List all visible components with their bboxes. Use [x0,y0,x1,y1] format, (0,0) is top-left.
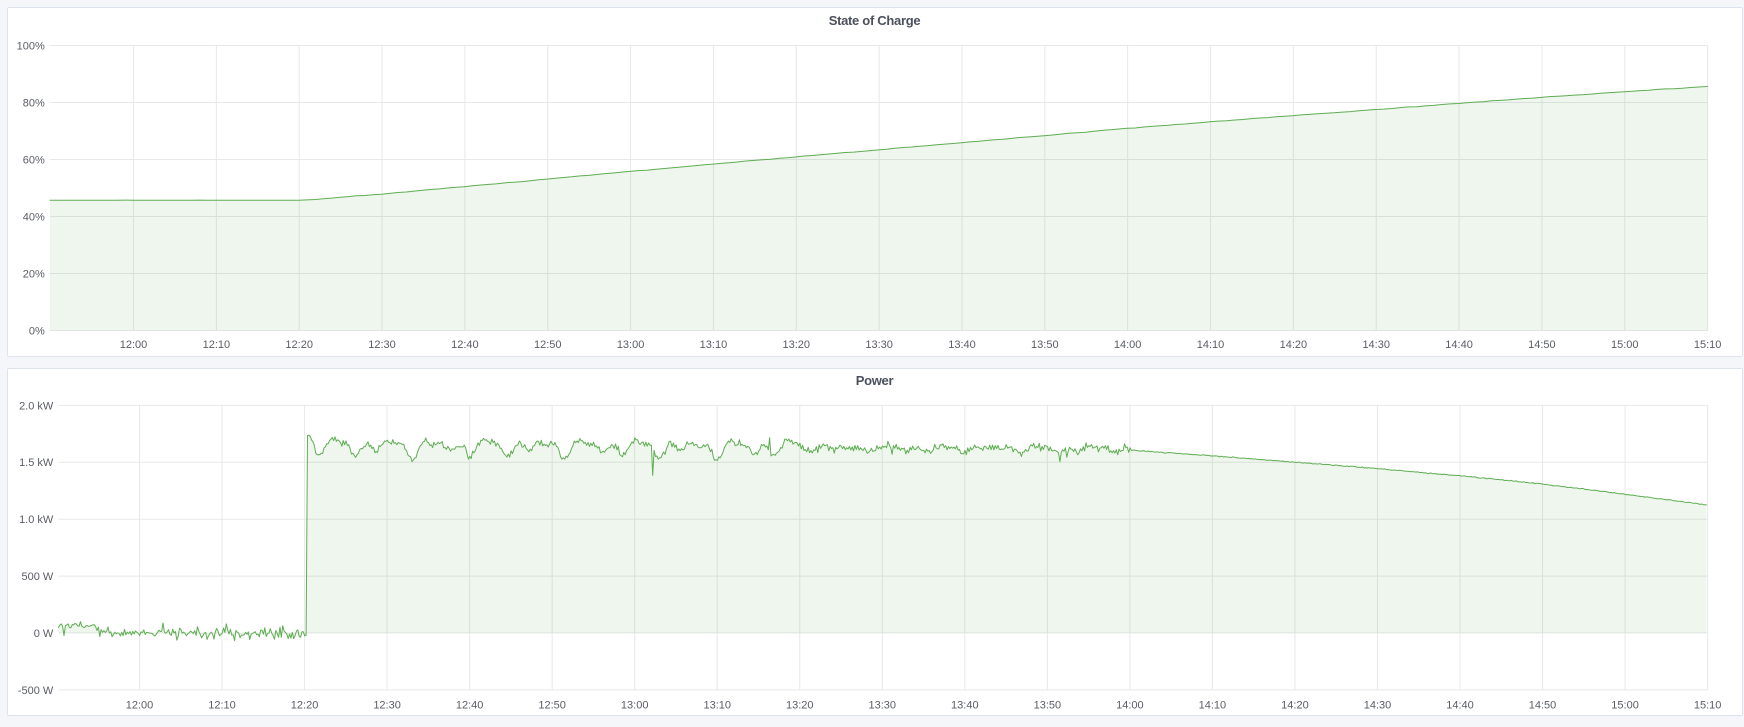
svg-text:13:50: 13:50 [1031,339,1059,351]
svg-text:-500 W: -500 W [18,685,54,697]
svg-text:15:10: 15:10 [1694,339,1722,351]
svg-text:14:50: 14:50 [1529,699,1557,711]
svg-text:13:10: 13:10 [700,339,728,351]
svg-text:12:40: 12:40 [456,699,484,711]
svg-text:13:20: 13:20 [786,699,814,711]
svg-text:14:20: 14:20 [1281,699,1309,711]
svg-text:15:10: 15:10 [1694,699,1722,711]
svg-text:13:00: 13:00 [621,699,649,711]
svg-text:20%: 20% [23,268,45,280]
svg-text:12:50: 12:50 [538,699,566,711]
svg-text:80%: 80% [23,97,45,109]
svg-text:1.5 kW: 1.5 kW [19,457,54,469]
svg-text:12:00: 12:00 [126,699,154,711]
svg-text:14:00: 14:00 [1114,339,1142,351]
svg-text:14:40: 14:40 [1445,339,1473,351]
svg-text:14:10: 14:10 [1197,339,1225,351]
svg-text:12:40: 12:40 [451,339,479,351]
svg-text:60%: 60% [23,154,45,166]
svg-text:15:00: 15:00 [1611,339,1639,351]
svg-text:13:10: 13:10 [703,699,731,711]
svg-text:13:30: 13:30 [869,699,897,711]
svg-text:1.0 kW: 1.0 kW [19,514,54,526]
svg-text:13:30: 13:30 [865,339,893,351]
svg-text:12:50: 12:50 [534,339,562,351]
svg-text:100%: 100% [17,40,45,52]
svg-text:13:00: 13:00 [617,339,645,351]
svg-text:12:20: 12:20 [285,339,313,351]
svg-text:12:10: 12:10 [208,699,236,711]
svg-text:14:40: 14:40 [1446,699,1474,711]
svg-text:14:20: 14:20 [1280,339,1308,351]
svg-text:14:30: 14:30 [1362,339,1390,351]
svg-text:14:30: 14:30 [1364,699,1392,711]
svg-text:12:30: 12:30 [368,339,396,351]
svg-text:12:20: 12:20 [291,699,319,711]
svg-text:13:50: 13:50 [1034,699,1062,711]
svg-text:14:10: 14:10 [1199,699,1227,711]
svg-text:0 W: 0 W [34,628,54,640]
svg-text:12:30: 12:30 [373,699,401,711]
svg-text:14:00: 14:00 [1116,699,1144,711]
svg-text:2.0 kW: 2.0 kW [19,400,54,412]
svg-text:500 W: 500 W [22,571,54,583]
svg-text:13:40: 13:40 [948,339,976,351]
svg-text:14:50: 14:50 [1528,339,1556,351]
svg-text:13:20: 13:20 [783,339,811,351]
svg-text:12:00: 12:00 [120,339,148,351]
svg-text:13:40: 13:40 [951,699,979,711]
svg-text:12:10: 12:10 [203,339,231,351]
svg-text:40%: 40% [23,211,45,223]
svg-text:15:00: 15:00 [1611,699,1639,711]
svg-text:0%: 0% [29,325,45,337]
